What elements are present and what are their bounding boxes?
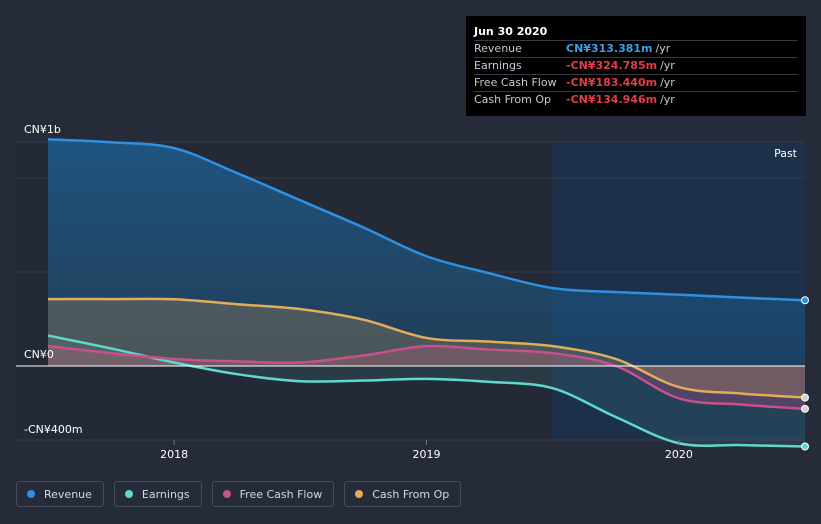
tooltip-value: -CN¥134.946m — [566, 93, 658, 106]
legend-dot-icon — [124, 490, 133, 498]
tooltip-label: Cash From Op — [474, 93, 552, 106]
tooltip-label: Earnings — [474, 59, 522, 72]
tooltip-unit: /yr — [660, 93, 675, 106]
legend-label: Cash From Op — [372, 487, 450, 501]
tooltip-row-free-cash-flow: Free Cash Flow -CN¥183.440m /yr — [474, 74, 798, 91]
legend-label: Revenue — [44, 487, 92, 501]
legend-dot-icon — [27, 490, 35, 498]
legend-item-free-cash-flow[interactable]: Free Cash Flow — [211, 481, 335, 507]
tooltip-unit: /yr — [660, 76, 675, 89]
tooltip-row-revenue: Revenue CN¥313.381m /yr — [474, 40, 798, 57]
tooltip-value: -CN¥183.440m — [566, 76, 658, 89]
revenue-area — [48, 139, 805, 366]
tooltip-date: Jun 30 2020 — [474, 25, 548, 38]
tooltip-value: -CN¥324.785m — [566, 59, 658, 72]
tooltip-row-cash-from-op: Cash From Op -CN¥134.946m /yr — [474, 91, 798, 108]
cash-from-op-line — [47, 297, 806, 399]
cash-from-op-area — [48, 298, 805, 398]
x-axis-label: 2018 — [160, 448, 188, 461]
earnings-area — [48, 335, 805, 447]
revenue-line — [47, 138, 806, 302]
y-axis-label: -CN¥400m — [24, 423, 83, 436]
legend-label: Earnings — [141, 487, 190, 501]
tooltip-value: CN¥313.381m — [566, 42, 653, 55]
legend-label: Free Cash Flow — [239, 487, 323, 501]
tooltip: Jun 30 2020 Revenue CN¥313.381m /yr Earn… — [466, 16, 806, 116]
revenue-end-point[interactable] — [801, 296, 809, 305]
tooltip-unit: /yr — [660, 59, 675, 72]
y-axis-label: CN¥0 — [24, 348, 54, 361]
free-cash-flow-end-point[interactable] — [801, 404, 809, 413]
legend-item-revenue[interactable]: Revenue — [16, 481, 104, 507]
legend: Revenue Earnings Free Cash Flow Cash Fro… — [16, 481, 462, 507]
chart: CN¥1b CN¥0 -CN¥400m 2018 2019 2020 Past — [16, 123, 809, 461]
legend-dot-icon — [222, 490, 231, 498]
legend-item-earnings[interactable]: Earnings — [113, 481, 202, 507]
x-axis-label: 2020 — [665, 448, 693, 461]
past-label: Past — [774, 147, 798, 160]
tooltip-label: Revenue — [474, 42, 522, 55]
x-axis-label: 2019 — [413, 448, 441, 461]
tooltip-row-earnings: Earnings -CN¥324.785m /yr — [474, 57, 798, 74]
legend-item-cash-from-op[interactable]: Cash From Op — [344, 481, 462, 507]
legend-dot-icon — [355, 490, 364, 498]
tooltip-label: Free Cash Flow — [474, 76, 557, 89]
earnings-end-point[interactable] — [801, 442, 809, 451]
tooltip-unit: /yr — [655, 42, 671, 55]
cash-from-op-end-point[interactable] — [801, 393, 809, 402]
y-axis-label: CN¥1b — [24, 123, 61, 136]
free-cash-flow-line — [47, 344, 806, 411]
